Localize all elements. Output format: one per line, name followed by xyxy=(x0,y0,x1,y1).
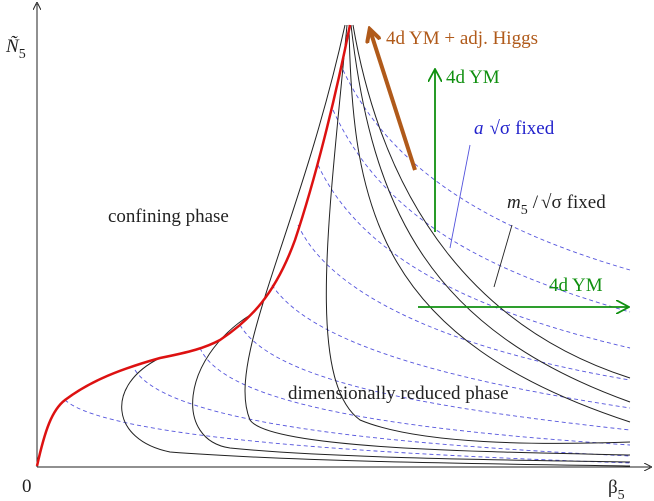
axes xyxy=(37,4,650,467)
ym-vertical-label: 4d YM xyxy=(446,67,500,88)
fixed-spacing-curves xyxy=(64,69,631,464)
origin-label: 0 xyxy=(22,476,32,497)
m5-pointer xyxy=(493,224,513,288)
fixed-mass-curves xyxy=(121,24,631,467)
phase-boundary xyxy=(35,24,352,467)
reduced-label: dimensionally reduced phase xyxy=(288,383,509,404)
y-axis-label: Ñ5 xyxy=(5,36,26,62)
a-pointer xyxy=(449,144,471,249)
x-axis-label: β5 xyxy=(608,477,625,501)
higgs-label: 4d YM + adj. Higgs xyxy=(386,28,538,49)
a-fixed-label: a √σ fixed xyxy=(474,118,555,139)
confining-label: confining phase xyxy=(108,206,229,227)
higgs-arrow xyxy=(370,30,417,171)
m5-fixed-label: m5/√σ fixed xyxy=(507,192,606,218)
ym-horizontal-label: 4d YM xyxy=(549,275,603,296)
